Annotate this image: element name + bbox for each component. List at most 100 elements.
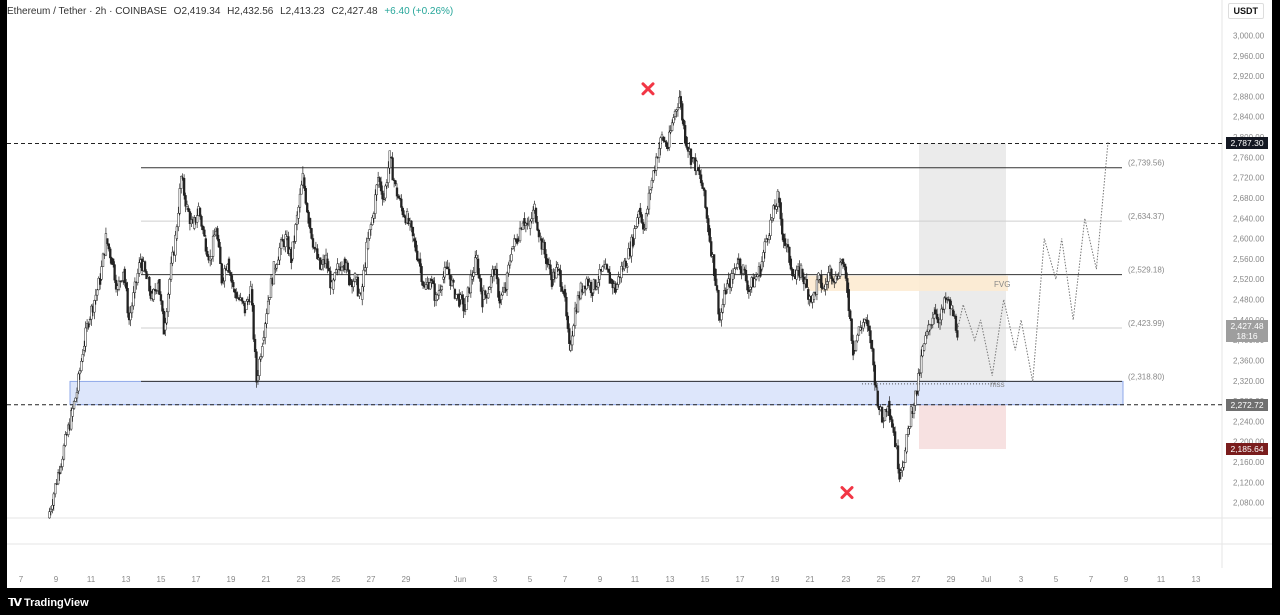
candle-body xyxy=(100,266,103,280)
candle-body xyxy=(730,273,733,288)
candle-body xyxy=(902,462,905,468)
candle-body xyxy=(106,238,109,245)
candle-body xyxy=(80,360,83,371)
candle-body xyxy=(898,468,901,480)
candle-body xyxy=(859,327,862,331)
y-tick-label: 2,560.00 xyxy=(1233,255,1265,264)
candle-body xyxy=(332,279,335,290)
price-badge: 2,427.48 18:16 xyxy=(1226,320,1268,343)
candle-body xyxy=(909,406,913,427)
candle-body xyxy=(413,238,416,242)
candle-body xyxy=(857,326,861,336)
candle-body xyxy=(889,415,892,420)
candle-body xyxy=(917,373,920,392)
fvg-zone[interactable] xyxy=(808,275,1008,291)
candle-body xyxy=(416,250,419,261)
candle-body xyxy=(521,222,525,230)
tradingview-logo[interactable]: 𝗧𝗩 TradingView xyxy=(8,596,89,610)
candle-body xyxy=(717,290,720,315)
projection-path[interactable] xyxy=(956,142,1109,382)
demand-zone[interactable] xyxy=(69,380,1124,406)
candle-body xyxy=(307,211,310,224)
candle-body xyxy=(582,285,585,293)
candle-body xyxy=(649,189,652,194)
candle-body xyxy=(779,202,782,220)
candle-body xyxy=(200,216,203,227)
stop-zone[interactable] xyxy=(919,404,1006,450)
candle-body xyxy=(662,136,665,142)
x-tick-label: 13 xyxy=(122,575,131,584)
candle-body xyxy=(539,235,542,238)
candle-body xyxy=(90,305,93,320)
candle-body xyxy=(924,335,927,344)
candle-body xyxy=(672,117,675,124)
candle-body xyxy=(920,355,923,374)
currency-button[interactable]: USDT xyxy=(1227,3,1264,19)
x-tick-label: 15 xyxy=(701,575,710,584)
candle-body xyxy=(523,218,526,226)
chart-frame[interactable] xyxy=(7,0,1272,588)
candle-body xyxy=(216,228,219,240)
candle-body xyxy=(883,409,887,422)
candle-body xyxy=(673,110,677,117)
candle-body xyxy=(666,146,669,150)
y-tick-label: 2,160.00 xyxy=(1233,458,1265,467)
candle-body xyxy=(398,197,402,200)
candle-body xyxy=(306,203,309,213)
candle-body xyxy=(601,266,604,272)
candle-body xyxy=(159,294,163,302)
candle-body xyxy=(763,241,766,253)
candle-body xyxy=(49,508,53,512)
candle-body xyxy=(736,263,739,268)
candle-body xyxy=(130,305,134,314)
candle-body xyxy=(620,265,623,279)
candle-body xyxy=(443,267,446,278)
candle-body xyxy=(437,290,441,296)
target-zone[interactable] xyxy=(919,143,1006,382)
candle-body xyxy=(123,268,126,283)
candle-body xyxy=(114,279,118,290)
candle-body xyxy=(178,188,181,214)
x-tick-label: 17 xyxy=(736,575,745,584)
candle-body xyxy=(93,300,96,313)
candle-body xyxy=(181,177,184,179)
symbol-title[interactable]: Ethereum / Tether · 2h · COINBASE xyxy=(7,6,167,17)
x-tick-label: 25 xyxy=(877,575,886,584)
candle-body xyxy=(272,261,276,285)
candle-body xyxy=(77,373,80,392)
candle-body xyxy=(182,178,186,196)
price-badge: 2,787.30 xyxy=(1226,137,1268,150)
level-label: (2,318.80) xyxy=(1128,372,1165,381)
candle-body xyxy=(863,319,866,323)
candle-body xyxy=(107,243,110,250)
candle-body xyxy=(56,472,60,485)
candle-body xyxy=(571,335,574,346)
candle-body xyxy=(815,279,819,295)
price-chart[interactable]: FVG (2,739.56) (2,634.37) (2,529.18) (2,423.… xyxy=(0,0,1280,588)
candle-body xyxy=(171,251,174,264)
candle-body xyxy=(940,308,943,321)
candle-body xyxy=(775,206,778,210)
candle-body xyxy=(48,511,51,519)
candle-body xyxy=(639,207,642,215)
candle-body xyxy=(681,103,684,121)
candle-body xyxy=(274,267,277,270)
candle-body xyxy=(316,248,319,260)
candle-body xyxy=(838,262,842,277)
candle-body xyxy=(647,192,651,210)
x-tick-label: 27 xyxy=(367,575,376,584)
x-tick-label: 9 xyxy=(598,575,603,584)
candle-body xyxy=(721,304,724,313)
candle-body xyxy=(392,179,396,181)
candle-body xyxy=(668,131,671,148)
candle-body xyxy=(951,309,955,317)
candle-body xyxy=(949,299,952,310)
candle-body xyxy=(918,372,921,374)
candle-body xyxy=(505,272,509,290)
candle-body xyxy=(943,297,946,310)
candle-body xyxy=(560,286,564,292)
candle-body xyxy=(876,390,879,407)
candle-body xyxy=(385,182,389,187)
candle-body xyxy=(472,272,475,277)
candle-body xyxy=(856,334,859,342)
